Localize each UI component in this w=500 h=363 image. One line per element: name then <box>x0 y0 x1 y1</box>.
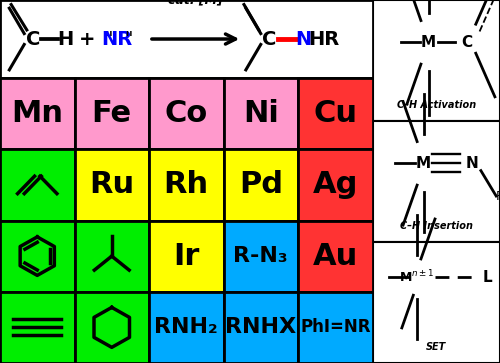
Text: Fe: Fe <box>92 99 132 128</box>
Bar <box>298 149 372 220</box>
Text: M$^{n\pm1}$: M$^{n\pm1}$ <box>400 269 435 285</box>
Bar <box>224 78 298 149</box>
Text: R: R <box>496 189 500 203</box>
Text: cat. [M]: cat. [M] <box>168 0 223 7</box>
Text: C: C <box>462 35 472 50</box>
Text: Mn: Mn <box>11 99 63 128</box>
Text: Au: Au <box>312 242 358 271</box>
Text: ": " <box>104 30 112 48</box>
Text: ": " <box>124 30 132 48</box>
Text: RNH₂: RNH₂ <box>154 317 218 337</box>
Bar <box>372 121 500 242</box>
Bar <box>0 149 74 220</box>
Text: H: H <box>57 29 74 49</box>
Bar <box>149 149 224 220</box>
Bar <box>298 78 372 149</box>
Text: NR: NR <box>102 29 133 49</box>
Bar <box>74 149 149 220</box>
Text: Ir: Ir <box>173 242 200 271</box>
Text: R-N₃: R-N₃ <box>234 246 288 266</box>
Bar <box>74 220 149 292</box>
Bar <box>0 220 74 292</box>
Text: C: C <box>26 29 40 49</box>
Text: RNHX: RNHX <box>225 317 296 337</box>
Text: N: N <box>466 156 478 171</box>
Bar <box>224 292 298 363</box>
Bar <box>149 292 224 363</box>
Text: Ru: Ru <box>89 170 134 199</box>
Text: C–H Activation: C–H Activation <box>396 100 476 110</box>
Bar <box>372 242 500 363</box>
Text: Ni: Ni <box>243 99 278 128</box>
Bar <box>149 220 224 292</box>
Bar <box>149 78 224 149</box>
Bar <box>74 78 149 149</box>
Text: Rh: Rh <box>164 170 209 199</box>
Text: PhI=NR: PhI=NR <box>300 318 370 337</box>
Bar <box>74 292 149 363</box>
Text: Cu: Cu <box>313 99 357 128</box>
Text: N: N <box>296 29 312 49</box>
Text: Pd: Pd <box>239 170 283 199</box>
Text: Ag: Ag <box>312 170 358 199</box>
Bar <box>224 220 298 292</box>
Text: SET: SET <box>426 342 446 352</box>
Bar <box>0 292 74 363</box>
Bar <box>224 149 298 220</box>
Bar <box>0 78 74 149</box>
Text: L: L <box>482 270 492 285</box>
Bar <box>298 292 372 363</box>
Text: +: + <box>80 29 96 49</box>
Text: C: C <box>262 29 276 49</box>
Text: Co: Co <box>164 99 208 128</box>
Text: M: M <box>421 35 436 50</box>
Bar <box>298 220 372 292</box>
Text: M: M <box>416 156 431 171</box>
Bar <box>0 0 372 78</box>
Bar <box>372 0 500 121</box>
Text: C–H Insertion: C–H Insertion <box>400 221 473 231</box>
Text: HR: HR <box>308 29 340 49</box>
